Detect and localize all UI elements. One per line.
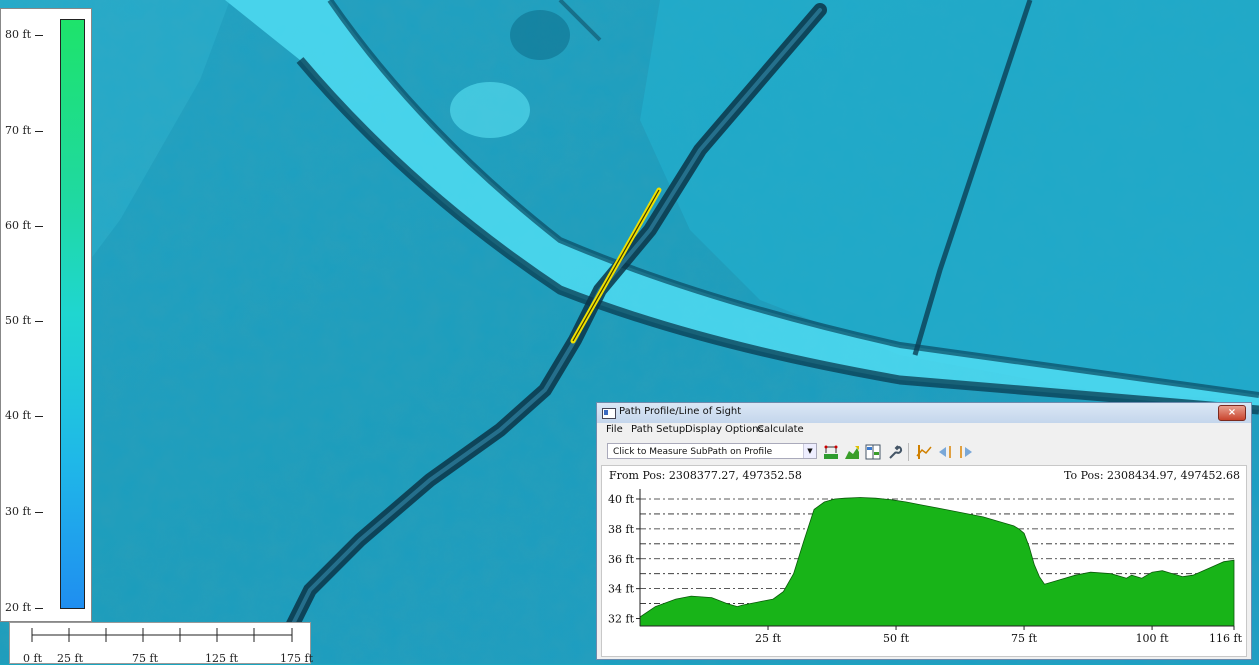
y-tick-label: 40 ft [608,493,635,506]
x-tick-label: 75 ft [1011,632,1038,645]
menu-file[interactable]: File [606,424,623,435]
menu-display-options[interactable]: Display Options [685,424,764,435]
scale-label: 25 ft [57,652,83,665]
scale-label: 75 ft [132,652,158,665]
y-tick-label: 36 ft [608,553,635,566]
scale-label: 125 ft [205,652,238,665]
from-position: From Pos: 2308377.27, 497352.58 [609,469,802,482]
toolbar: Click to Measure SubPath on Profile ▼ [597,440,1251,464]
move-right-icon[interactable] [958,444,974,460]
terrain-icon[interactable] [844,444,860,460]
menu-path-setup[interactable]: Path Setup [631,424,686,435]
scale-label: 0 ft [23,652,42,665]
path-profile-window[interactable]: Path Profile/Line of Sight × File Path S… [596,402,1252,660]
x-tick-label: 100 ft [1136,632,1170,645]
to-position: To Pos: 2308434.97, 497452.68 [1064,469,1240,482]
window-titlebar[interactable]: Path Profile/Line of Sight × [597,403,1251,423]
scale-bar: 0 ft 25 ft 75 ft 125 ft 175 ft [9,622,313,665]
legend-tick: 60 ft [5,219,43,232]
scale-label: 175 ft [280,652,313,665]
subpath-mode-value: Click to Measure SubPath on Profile [613,447,773,457]
elevation-legend: 80 ft 70 ft 60 ft 50 ft 40 ft 30 ft 20 f… [0,8,92,622]
scale-bar-ruler [31,628,293,642]
legend-tick: 30 ft [5,505,43,518]
legend-tick: 20 ft [5,601,43,614]
path-setup-icon[interactable] [823,444,839,460]
y-tick-label: 38 ft [608,523,635,536]
wrench-icon[interactable] [887,444,903,460]
y-tick-label: 32 ft [608,613,635,626]
x-tick-label: 116 ft [1209,632,1243,645]
subpath-mode-select[interactable]: Click to Measure SubPath on Profile ▼ [607,443,817,459]
menu-calculate[interactable]: Calculate [757,424,804,435]
menu-bar: File Path Setup Display Options Calculat… [597,423,1251,439]
columns-icon[interactable] [865,444,881,460]
y-tick-label: 34 ft [608,583,635,596]
window-title: Path Profile/Line of Sight [619,406,742,417]
legend-tick: 50 ft [5,314,43,327]
window-icon [602,408,616,419]
close-button[interactable]: × [1218,405,1246,421]
legend-tick: 80 ft [5,28,43,41]
profile-chart[interactable]: From Pos: 2308377.27, 497352.58 To Pos: … [601,465,1247,657]
legend-tick: 70 ft [5,124,43,137]
chevron-down-icon[interactable]: ▼ [803,444,816,458]
move-left-icon[interactable] [937,444,953,460]
profile-marker-icon[interactable] [916,444,932,460]
legend-tick: 40 ft [5,409,43,422]
profile-chart-svg: 32 ft 34 ft 36 ft 38 ft 40 ft 25 ft 50 ft 75 ft… [608,489,1243,645]
toolbar-separator [908,443,909,461]
x-tick-label: 25 ft [755,632,782,645]
elevation-color-bar [60,19,85,609]
x-tick-label: 50 ft [883,632,910,645]
elevation-profile-area [639,497,1235,627]
